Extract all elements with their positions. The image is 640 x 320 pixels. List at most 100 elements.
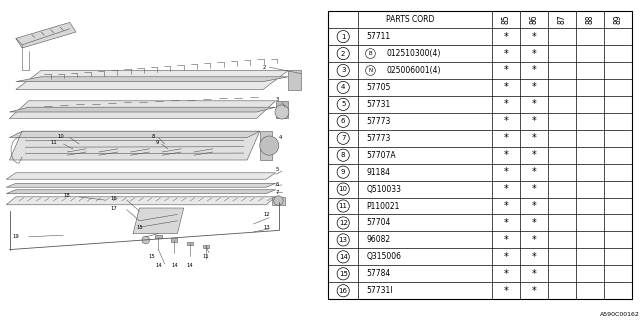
Text: 5: 5	[276, 167, 279, 172]
Text: *: *	[504, 235, 509, 245]
Circle shape	[260, 136, 279, 155]
Text: N: N	[369, 68, 372, 73]
Text: *: *	[532, 83, 536, 92]
Text: *: *	[504, 83, 509, 92]
Text: Q510033: Q510033	[367, 185, 401, 194]
Text: 15: 15	[149, 253, 156, 259]
Text: 10: 10	[57, 133, 64, 139]
Text: *: *	[532, 201, 536, 211]
Text: *: *	[532, 116, 536, 126]
Text: 57704: 57704	[367, 219, 391, 228]
Text: *: *	[532, 167, 536, 177]
Text: 11: 11	[203, 253, 209, 259]
Polygon shape	[6, 183, 276, 187]
Text: 12: 12	[339, 220, 348, 226]
Text: *: *	[504, 100, 509, 109]
Polygon shape	[6, 190, 276, 194]
Polygon shape	[16, 77, 288, 82]
Text: 57731: 57731	[367, 100, 390, 109]
Text: 13: 13	[339, 237, 348, 243]
Text: 14: 14	[171, 263, 178, 268]
Text: PARTS CORD: PARTS CORD	[386, 15, 435, 24]
Text: 86: 86	[530, 15, 539, 25]
Polygon shape	[16, 70, 288, 90]
Text: *: *	[504, 218, 509, 228]
Text: 57711: 57711	[367, 32, 390, 41]
Polygon shape	[273, 197, 285, 205]
Circle shape	[275, 105, 289, 119]
Text: 57705: 57705	[367, 83, 391, 92]
Polygon shape	[10, 131, 260, 160]
Text: 57784: 57784	[367, 269, 390, 278]
Text: 9: 9	[156, 140, 159, 145]
Text: 17: 17	[111, 205, 118, 211]
Text: 8: 8	[152, 133, 156, 139]
Text: 3: 3	[341, 68, 346, 74]
Text: 10: 10	[339, 186, 348, 192]
Text: 2: 2	[341, 51, 346, 57]
Polygon shape	[10, 101, 276, 118]
Text: 1: 1	[341, 34, 346, 40]
Text: 57707A: 57707A	[367, 151, 396, 160]
Polygon shape	[10, 107, 276, 112]
Text: 87: 87	[557, 15, 566, 25]
Text: 91184: 91184	[367, 168, 390, 177]
Polygon shape	[260, 131, 273, 160]
Text: *: *	[532, 133, 536, 143]
Circle shape	[142, 236, 150, 244]
Polygon shape	[6, 197, 276, 205]
Text: *: *	[504, 66, 509, 76]
Polygon shape	[6, 173, 276, 179]
Text: 9: 9	[341, 169, 346, 175]
Text: 16: 16	[339, 288, 348, 294]
Polygon shape	[16, 22, 76, 48]
Text: *: *	[532, 184, 536, 194]
Text: 14: 14	[156, 263, 162, 268]
Text: 11: 11	[51, 140, 58, 145]
Text: *: *	[532, 150, 536, 160]
Text: 4: 4	[279, 135, 282, 140]
Text: 12: 12	[263, 212, 269, 217]
Circle shape	[274, 196, 284, 205]
Text: 85: 85	[502, 15, 511, 25]
Text: 012510300(4): 012510300(4)	[387, 49, 441, 58]
Text: *: *	[504, 133, 509, 143]
Text: *: *	[532, 235, 536, 245]
Polygon shape	[133, 208, 184, 234]
Text: *: *	[532, 252, 536, 262]
Text: 19: 19	[13, 234, 19, 239]
Text: *: *	[504, 150, 509, 160]
Text: 6: 6	[276, 181, 279, 187]
Text: 4: 4	[341, 84, 346, 91]
Text: 15: 15	[339, 271, 348, 277]
Text: P110021: P110021	[367, 202, 400, 211]
Text: 3: 3	[276, 97, 279, 102]
Text: *: *	[532, 49, 536, 59]
Text: 16: 16	[111, 196, 118, 201]
Text: 025006001(4): 025006001(4)	[387, 66, 441, 75]
Text: 2: 2	[263, 65, 266, 70]
Text: 18: 18	[63, 193, 70, 198]
Text: A590C00162: A590C00162	[600, 312, 640, 317]
Text: 13: 13	[263, 225, 269, 230]
Text: *: *	[504, 184, 509, 194]
Text: 7: 7	[276, 189, 279, 195]
Text: 88: 88	[586, 15, 595, 24]
Text: 96082: 96082	[367, 236, 390, 244]
Polygon shape	[288, 70, 301, 90]
Polygon shape	[187, 242, 193, 245]
Text: *: *	[504, 252, 509, 262]
Text: 8: 8	[341, 152, 346, 158]
Text: 57731I: 57731I	[367, 286, 393, 295]
Text: *: *	[504, 32, 509, 42]
Text: 89: 89	[614, 15, 623, 25]
Text: 14: 14	[339, 254, 348, 260]
Text: 6: 6	[341, 118, 346, 124]
Text: *: *	[504, 116, 509, 126]
Polygon shape	[10, 131, 260, 138]
Text: *: *	[504, 201, 509, 211]
Text: B: B	[369, 51, 372, 56]
Text: *: *	[504, 286, 509, 296]
Text: 57773: 57773	[367, 117, 391, 126]
Text: 11: 11	[339, 203, 348, 209]
